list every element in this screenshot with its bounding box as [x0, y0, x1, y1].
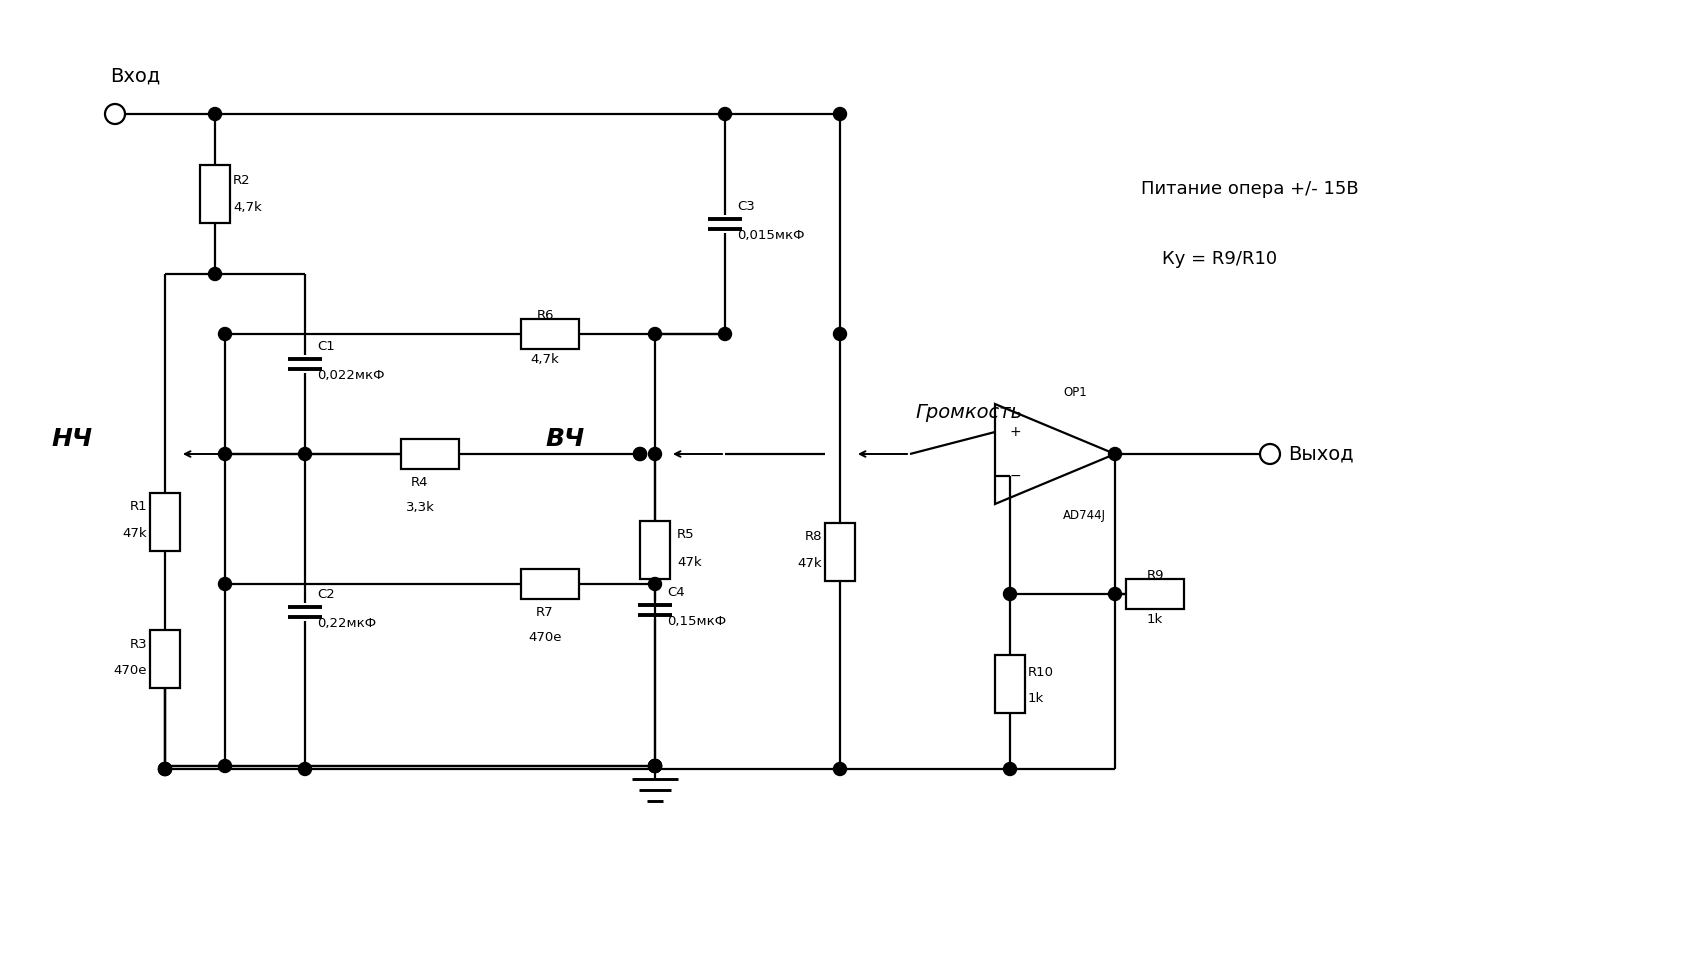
- Bar: [150, 492, 180, 550]
- Text: 470e: 470e: [113, 665, 147, 677]
- Circle shape: [834, 763, 847, 775]
- Circle shape: [648, 760, 662, 772]
- Text: C2: C2: [317, 588, 335, 601]
- Circle shape: [209, 267, 222, 280]
- Text: 3,3k: 3,3k: [406, 501, 434, 514]
- Text: Питание опера +/- 15В: Питание опера +/- 15В: [1142, 180, 1359, 198]
- Text: Ку = R9/R10: Ку = R9/R10: [1162, 250, 1278, 268]
- Text: ВЧ: ВЧ: [546, 427, 584, 451]
- Circle shape: [104, 104, 125, 124]
- Bar: [640, 521, 670, 579]
- Text: +: +: [1009, 425, 1021, 439]
- Circle shape: [1108, 587, 1122, 601]
- Circle shape: [298, 763, 312, 775]
- Circle shape: [1004, 763, 1017, 775]
- Text: C1: C1: [317, 340, 335, 354]
- Circle shape: [158, 763, 172, 775]
- Text: R4: R4: [411, 476, 429, 489]
- Text: 47k: 47k: [798, 557, 822, 570]
- Bar: [401, 439, 460, 469]
- Text: С4: С4: [667, 586, 685, 600]
- Text: 4,7k: 4,7k: [232, 201, 261, 213]
- Circle shape: [834, 328, 847, 340]
- Circle shape: [834, 108, 847, 120]
- Text: 4,7k: 4,7k: [530, 353, 559, 366]
- Circle shape: [158, 763, 172, 775]
- Text: 0,015мкФ: 0,015мкФ: [738, 230, 805, 242]
- Circle shape: [1260, 444, 1280, 464]
- Circle shape: [648, 328, 662, 340]
- Text: OP1: OP1: [1063, 386, 1086, 399]
- Text: 1k: 1k: [1027, 693, 1044, 705]
- Text: 0,22мкФ: 0,22мкФ: [317, 617, 376, 630]
- Bar: [825, 522, 855, 580]
- Text: R7: R7: [536, 606, 554, 619]
- Text: 47k: 47k: [123, 527, 147, 540]
- Circle shape: [219, 328, 231, 340]
- Text: R10: R10: [1027, 666, 1054, 678]
- Circle shape: [719, 328, 731, 340]
- Bar: [1127, 579, 1184, 609]
- Text: Громкость: Громкость: [914, 402, 1022, 422]
- Circle shape: [219, 448, 231, 460]
- Circle shape: [648, 760, 662, 772]
- Text: Вход: Вход: [109, 67, 160, 86]
- Text: R9: R9: [1147, 569, 1164, 582]
- Bar: [200, 165, 231, 223]
- Text: AD744J: AD744J: [1063, 509, 1106, 522]
- Text: 0,022мкФ: 0,022мкФ: [317, 369, 384, 383]
- Circle shape: [158, 763, 172, 775]
- Bar: [150, 630, 180, 688]
- Circle shape: [633, 448, 647, 460]
- Circle shape: [1004, 587, 1017, 601]
- Text: С3: С3: [738, 201, 754, 213]
- Bar: [995, 655, 1026, 713]
- Circle shape: [633, 448, 647, 460]
- Text: 47k: 47k: [677, 555, 702, 569]
- Circle shape: [648, 448, 662, 460]
- Circle shape: [209, 108, 222, 120]
- Text: 470e: 470e: [529, 631, 562, 644]
- Circle shape: [219, 760, 231, 772]
- Circle shape: [648, 760, 662, 772]
- Text: R3: R3: [130, 638, 147, 650]
- Circle shape: [298, 448, 312, 460]
- Bar: [520, 319, 579, 349]
- Circle shape: [1108, 448, 1122, 460]
- Text: R8: R8: [805, 530, 822, 543]
- Bar: [520, 569, 579, 599]
- Text: R2: R2: [232, 174, 251, 187]
- Circle shape: [648, 760, 662, 772]
- Circle shape: [219, 578, 231, 590]
- Text: R5: R5: [677, 528, 694, 542]
- Text: НЧ: НЧ: [52, 427, 93, 451]
- Text: Выход: Выход: [1288, 445, 1354, 463]
- Text: 1k: 1k: [1147, 613, 1164, 626]
- Text: R1: R1: [130, 500, 147, 513]
- Text: R6: R6: [536, 309, 554, 322]
- Text: 0,15мкФ: 0,15мкФ: [667, 615, 726, 629]
- Text: −: −: [1009, 469, 1021, 483]
- Circle shape: [719, 108, 731, 120]
- Circle shape: [648, 578, 662, 590]
